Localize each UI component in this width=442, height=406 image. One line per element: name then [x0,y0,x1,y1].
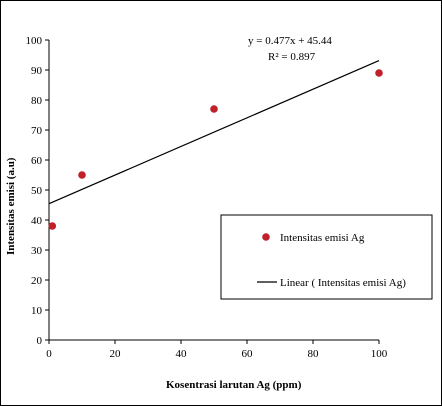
legend: Intensitas emisi Ag Linear ( Intensitas … [220,214,433,300]
y-tick-label: 60 [31,155,43,167]
x-tick-label: 60 [242,348,254,360]
legend-entry-trendline: Linear ( Intensitas emisi Ag) [280,277,406,289]
x-axis-ticks: 0 20 40 60 80 100 [46,340,388,360]
y-tick-label: 100 [26,35,43,47]
y-tick-label: 10 [31,305,43,317]
legend-entry-scatter: Intensitas emisi Ag [280,232,365,244]
legend-marker-icon [262,233,270,241]
y-tick-label: 70 [31,125,43,137]
legend-box [220,214,433,300]
y-tick-label: 90 [31,65,43,77]
data-point [78,171,86,179]
trendline-r2: R² = 0.897 [268,51,316,63]
data-point [375,69,383,77]
y-tick-label: 30 [31,245,43,257]
x-axis-title: Kosentrasi larutan Ag (ppm) [166,379,302,391]
y-axis-ticks: 0 10 20 30 40 50 60 70 80 90 100 [26,35,49,347]
x-tick-label: 0 [46,348,52,360]
x-tick-label: 20 [110,348,122,360]
y-tick-label: 0 [37,335,43,347]
y-tick-label: 40 [31,215,43,227]
y-tick-label: 80 [31,95,43,107]
trendline [48,60,380,205]
x-tick-label: 40 [176,348,188,360]
x-tick-label: 100 [371,348,388,360]
data-point [210,105,218,113]
y-axis-title: Intensitas emisi (a.u) [5,157,17,255]
trendline-equation: y = 0.477x + 45.44 [248,35,332,47]
x-tick-label: 80 [308,348,320,360]
y-tick-label: 50 [31,185,43,197]
y-tick-label: 20 [31,275,43,287]
data-point [48,222,57,230]
data-points [48,69,383,230]
